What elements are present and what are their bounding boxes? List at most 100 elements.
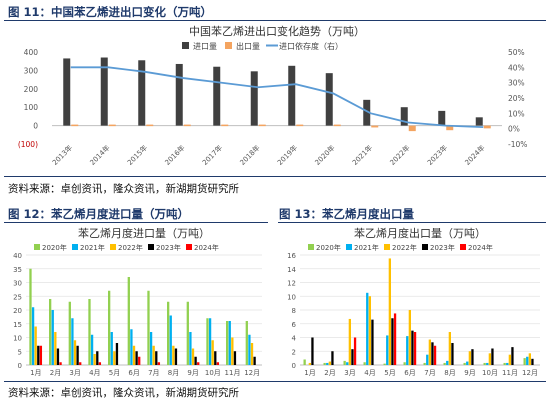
y-tick-label: 14 [287,266,296,274]
x-tick-label: 2022年 [388,143,412,167]
bar-export [333,124,341,127]
bar-2023年 [331,351,334,365]
bar-2022年 [132,345,136,365]
bar-2021年 [406,336,409,365]
x-tick-label: 2016年 [163,143,187,167]
x-tick-label: 2023年 [425,143,449,167]
figure-12-rule [4,222,268,223]
legend-label-4: 2024年 [194,243,219,252]
x-tick-label: 6月 [404,369,415,377]
bar-2022年 [250,343,254,365]
y-tick-label: 5 [18,348,22,356]
bar-2024年 [98,362,102,365]
y-tick-label: 35 [13,266,22,274]
bar-2024年 [197,362,200,365]
bar-2022年 [428,339,431,365]
bar-2024年 [157,362,161,365]
bar-2020年 [147,290,150,365]
bar-2023年 [351,349,354,365]
bar-2023年 [451,343,454,365]
bar-2020年 [363,362,366,365]
y-tick-label: 10 [13,335,22,343]
x-tick-label: 2019年 [275,143,299,167]
bar-2021年 [90,334,94,365]
bar-2022年 [231,337,234,365]
bar-2022年 [211,340,214,365]
bar-export [296,124,304,127]
bar-2020年 [303,359,306,365]
y-tick-label: 0 [18,362,22,370]
bar-2020年 [423,362,426,365]
bar-2023年 [431,342,434,365]
bar-2020年 [186,301,189,365]
y2-tick-label: 50% [508,48,525,57]
y-tick-label: 4 [292,335,297,343]
x-tick-label: 2017年 [200,143,224,167]
y-tick-label: 15 [13,321,22,329]
bar-2023年 [96,351,99,365]
x-tick-label: 2021年 [350,143,374,167]
bar-2021年 [506,362,509,365]
bar-2024年 [353,337,357,365]
bar-2021年 [110,332,113,365]
bar-2023年 [531,358,534,365]
bar-export [71,124,79,127]
legend-label-1: 2021年 [354,243,379,252]
bar-2023年 [471,349,474,365]
figure-13-title: 图 13：苯乙烯月度出口量 [279,207,415,221]
x-tick-label: 10月 [482,369,498,377]
bar-2021年 [169,315,172,365]
bar-export [483,125,491,129]
bar-2022年 [508,354,511,365]
bar-2023年 [371,319,374,365]
legend-swatch-3 [148,244,154,250]
figure-11-bottom-rule [4,176,546,177]
monthly-import-chart: 苯乙烯月度进口量（万吨） 2020年 2021年 2022年 2023年 2024年 0 5 1… [13,226,262,377]
x-tick-label: 2月 [50,369,61,377]
y2-tick-label: 10% [508,109,525,118]
y2-tick-label: 40% [508,63,525,72]
bar-2023年 [135,351,138,365]
legend-label-1: 2021年 [80,243,105,252]
legend-swatch-0 [182,42,189,49]
x-tick-label: 2013年 [50,143,74,167]
x-tick-label: 1月 [304,369,315,377]
y-tick-label: 6 [292,321,297,329]
x-tick-label: 2014年 [88,143,112,167]
bar-2023年 [76,345,79,365]
x-tick-label: 9月 [464,369,475,377]
bar-2022年 [528,353,531,365]
bar-2023年 [411,330,414,365]
bar-import [213,66,221,126]
bar-2023年 [155,351,158,365]
bar-2022年 [152,345,155,365]
figure-11-title: 图 11：中国苯乙烯进出口变化（万吨） [8,5,213,19]
bar-2021年 [31,307,35,365]
y-tick-label: 8 [292,307,296,315]
x-tick-label: 11月 [502,369,518,377]
bar-export [146,124,154,127]
bar-2023年 [194,356,197,365]
legend-label-0: 2020年 [316,243,341,252]
bar-import [175,63,183,126]
y-tick-label: 30 [13,280,22,288]
bar-2020年 [523,358,526,365]
bar-2022年 [348,318,351,365]
bar-2021年 [228,321,231,365]
bar-2021年 [208,318,212,365]
bar-2023年 [253,356,256,365]
bar-import [288,65,296,126]
bar-2024年 [393,313,397,365]
bar-2020年 [503,362,506,365]
bar-2020年 [403,362,406,365]
bar-export [371,125,379,128]
bar-export [221,124,229,127]
y-tick-label: (100) [18,140,38,149]
y-tick-label: 10 [287,293,296,301]
chart-title: 苯乙烯月度出口量（万吨） [354,226,486,240]
bar-2021年 [189,332,192,365]
y-tick-label: 25 [13,293,22,301]
legend-swatch-0 [34,244,40,250]
figure-13-rule [278,222,546,223]
bar-2021年 [426,354,429,365]
